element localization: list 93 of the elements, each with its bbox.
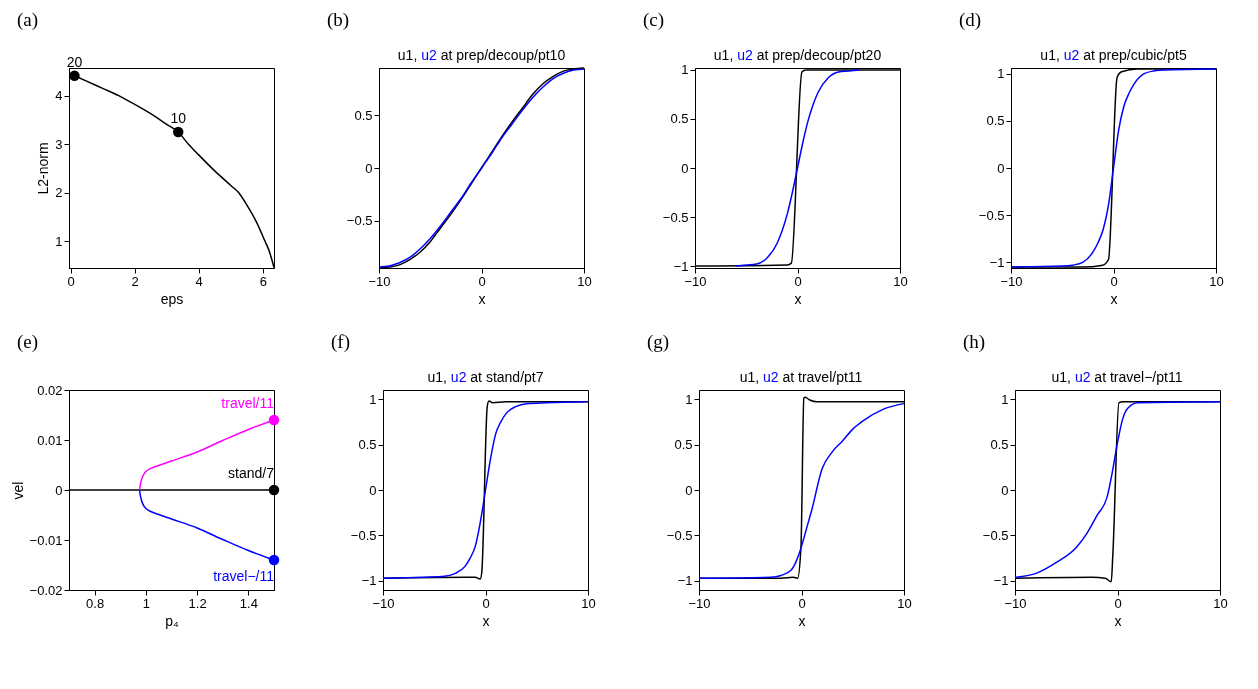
y-tick-label: 1 <box>685 391 693 407</box>
text: (b) <box>327 9 350 31</box>
y-tick-label: 0.5 <box>358 437 377 453</box>
y-tick-label: −0.5 <box>662 209 689 225</box>
chart-title: u1, u2 at travel/pt11 <box>739 369 863 385</box>
y-tick-label: 1 <box>369 391 377 407</box>
y-tick-label: 0 <box>369 482 377 498</box>
x-tick-label: 0.8 <box>86 595 105 611</box>
x-tick-label: 4 <box>195 273 203 289</box>
x-tick-label: 2 <box>131 273 139 289</box>
y-tick-label: 1 <box>681 62 689 78</box>
y-tick-label: 0.01 <box>37 432 63 448</box>
y-tick-label: −0.5 <box>350 527 377 543</box>
x-tick-label: −10 <box>368 273 391 289</box>
y-tick-label: 0.02 <box>37 382 63 398</box>
series-label: stand/7 <box>228 465 275 481</box>
text: (h) <box>963 331 986 353</box>
y-tick-label: 0.5 <box>990 437 1009 453</box>
y-tick-label: −1 <box>677 573 693 589</box>
y-tick-label: 0 <box>1001 482 1009 498</box>
text: (d) <box>959 9 982 31</box>
y-tick-label: −1 <box>673 258 689 274</box>
x-tick-label: 10 <box>1213 595 1228 611</box>
x-axis-title: x <box>794 290 802 307</box>
y-tick-label: 0.5 <box>674 437 693 453</box>
y-tick-label: 0 <box>365 160 373 176</box>
x-tick-label: 0 <box>798 595 806 611</box>
x-axis-title: x <box>798 612 806 629</box>
x-tick-label: 1.2 <box>188 595 207 611</box>
x-tick-label: −10 <box>1000 273 1023 289</box>
y-tick-label: −0.5 <box>346 213 373 229</box>
x-tick-label: 1 <box>142 595 150 611</box>
y-tick-label: −1 <box>993 573 1009 589</box>
annotation: 10 <box>170 110 187 127</box>
x-tick-label: 0 <box>1114 595 1122 611</box>
text: (e) <box>17 331 39 353</box>
line-series <box>735 69 860 267</box>
chart-title: u1, u2 at stand/pt7 <box>427 369 544 385</box>
y-tick-label: 4 <box>55 88 63 104</box>
x-axis-title: x <box>482 612 490 629</box>
y-tick-label: 3 <box>55 136 63 152</box>
y-tick-label: 1 <box>1001 391 1009 407</box>
text: (a) <box>17 9 39 31</box>
x-tick-label: 10 <box>577 273 592 289</box>
x-tick-label: 10 <box>581 595 596 611</box>
y-tick-label: 0.5 <box>354 107 373 123</box>
x-tick-label: 0 <box>482 595 490 611</box>
y-axis-title: L2-norm <box>35 142 52 195</box>
x-tick-label: −10 <box>1004 595 1027 611</box>
x-tick-label: 10 <box>893 273 908 289</box>
y-tick-label: 0 <box>685 482 693 498</box>
y-tick-label: 2 <box>55 185 63 201</box>
chart-title: u1, u2 at travel−/pt11 <box>1051 369 1183 385</box>
y-tick-label: 0.5 <box>670 111 689 127</box>
x-tick-label: 0 <box>1110 273 1118 289</box>
x-tick-label: 0 <box>67 273 75 289</box>
x-tick-label: 10 <box>1209 273 1224 289</box>
y-axis-title: vel <box>9 481 26 500</box>
chart-title: u1, u2 at prep/cubic/pt5 <box>1040 47 1187 63</box>
x-axis-title: x <box>478 290 486 307</box>
text: (f) <box>331 331 350 353</box>
x-axis-title: eps <box>160 290 184 307</box>
x-axis-title: x <box>1110 290 1118 307</box>
x-tick-label: 6 <box>259 273 267 289</box>
y-tick-label: −0.5 <box>666 527 693 543</box>
y-tick-label: −0.5 <box>978 207 1005 223</box>
text: (g) <box>647 331 670 353</box>
y-tick-label: 0 <box>55 482 63 498</box>
y-tick-label: −1 <box>989 254 1005 270</box>
y-tick-label: 0 <box>997 160 1005 176</box>
annotation: 20 <box>66 53 83 70</box>
x-tick-label: −10 <box>688 595 711 611</box>
y-tick-label: 0 <box>681 160 689 176</box>
series-label: travel/11 <box>221 395 275 411</box>
x-tick-label: 10 <box>897 595 912 611</box>
y-tick-label: −0.01 <box>29 532 63 548</box>
x-axis-title: x <box>1114 612 1122 629</box>
chart-title: u1, u2 at prep/decoup/pt10 <box>397 47 566 63</box>
y-tick-label: −1 <box>361 573 377 589</box>
x-tick-label: −10 <box>372 595 395 611</box>
text: (c) <box>643 9 665 31</box>
y-tick-label: 0.5 <box>986 113 1005 129</box>
x-tick-label: 1.4 <box>239 595 258 611</box>
series-label: travel−/11 <box>213 568 275 584</box>
x-axis-title: p₄ <box>165 612 180 629</box>
x-tick-label: 0 <box>478 273 486 289</box>
chart-title: u1, u2 at prep/decoup/pt20 <box>713 47 882 63</box>
y-tick-label: −0.5 <box>982 527 1009 543</box>
x-tick-label: 0 <box>794 273 802 289</box>
y-tick-label: 1 <box>55 233 63 249</box>
y-tick-label: −0.02 <box>29 582 63 598</box>
x-tick-label: −10 <box>684 273 707 289</box>
y-tick-label: 1 <box>997 66 1005 82</box>
